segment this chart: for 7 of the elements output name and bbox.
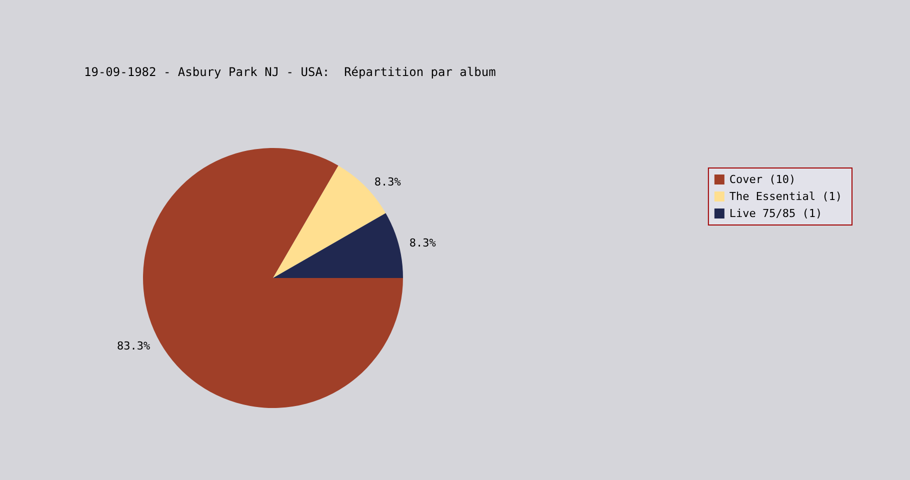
- chart-title: 19-09-1982 - Asbury Park NJ - USA: Répartition par album: [84, 65, 496, 79]
- data-label: 8.3%: [374, 176, 402, 189]
- legend-label: Cover (10): [729, 173, 796, 186]
- data-label: 8.3%: [409, 236, 436, 250]
- legend-label: Live 75/85 (1): [729, 207, 822, 220]
- legend-label: The Essential (1): [729, 190, 842, 203]
- data-label: 83.3%: [116, 339, 150, 352]
